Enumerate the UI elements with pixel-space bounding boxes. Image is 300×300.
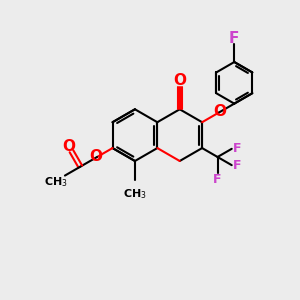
- Text: F: F: [213, 173, 222, 186]
- Text: CH$_3$: CH$_3$: [44, 175, 68, 189]
- Text: F: F: [229, 31, 239, 46]
- Text: F: F: [233, 142, 241, 155]
- Text: F: F: [233, 159, 241, 172]
- Text: O: O: [90, 148, 103, 164]
- Text: CH$_3$: CH$_3$: [123, 187, 147, 201]
- Text: O: O: [173, 73, 186, 88]
- Text: O: O: [62, 139, 75, 154]
- Text: O: O: [213, 104, 226, 119]
